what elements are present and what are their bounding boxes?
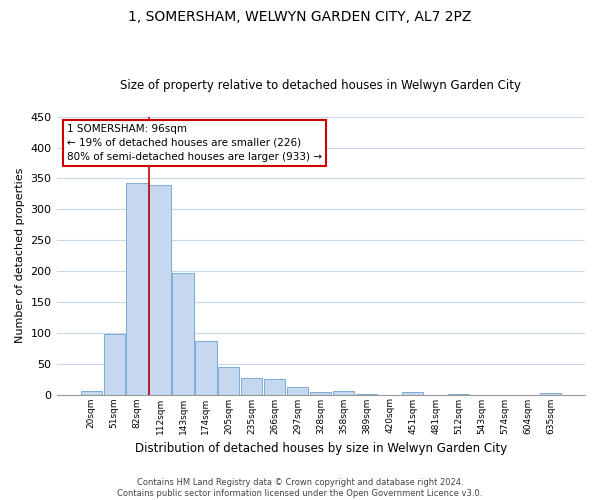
Bar [104, 334, 125, 394]
Bar [310, 392, 331, 394]
X-axis label: Distribution of detached houses by size in Welwyn Garden City: Distribution of detached houses by size … [134, 442, 507, 455]
Text: 1 SOMERSHAM: 96sqm
← 19% of detached houses are smaller (226)
80% of semi-detach: 1 SOMERSHAM: 96sqm ← 19% of detached hou… [67, 124, 322, 162]
Bar [333, 392, 354, 394]
Bar [196, 341, 217, 394]
Bar [287, 387, 308, 394]
Bar [127, 184, 148, 394]
Bar [218, 368, 239, 394]
Bar [264, 379, 286, 394]
Bar [149, 184, 170, 394]
Y-axis label: Number of detached properties: Number of detached properties [15, 168, 25, 344]
Text: Contains HM Land Registry data © Crown copyright and database right 2024.
Contai: Contains HM Land Registry data © Crown c… [118, 478, 482, 498]
Bar [241, 378, 262, 394]
Bar [80, 392, 101, 394]
Bar [402, 392, 423, 394]
Title: Size of property relative to detached houses in Welwyn Garden City: Size of property relative to detached ho… [120, 79, 521, 92]
Text: 1, SOMERSHAM, WELWYN GARDEN CITY, AL7 2PZ: 1, SOMERSHAM, WELWYN GARDEN CITY, AL7 2P… [128, 10, 472, 24]
Bar [172, 273, 194, 394]
